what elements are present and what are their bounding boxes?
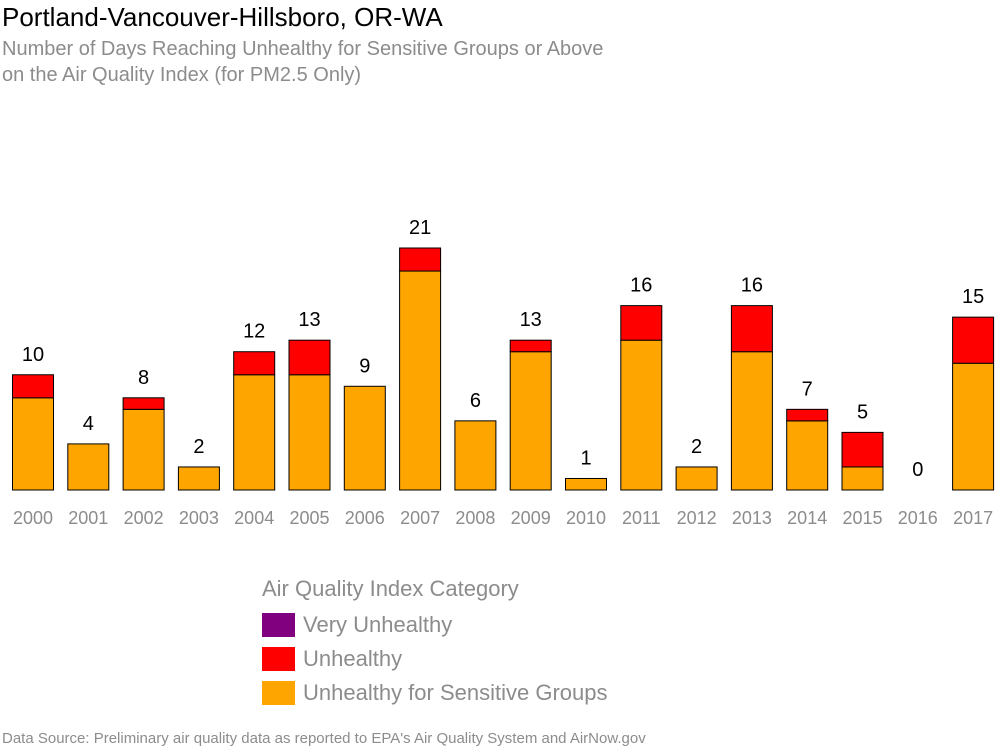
x-tick-label-2003: 2003: [179, 508, 219, 528]
bar-2005-series-0: [288, 374, 331, 491]
x-tick-label-2004: 2004: [234, 508, 274, 528]
bar-2017-series-0: [952, 362, 995, 491]
bar-2001-series-0: [67, 443, 110, 491]
source-note: Data Source: Preliminary air quality dat…: [2, 730, 646, 747]
bar-2013-series-0: [730, 351, 773, 491]
bar-2013-series-1: [730, 305, 773, 353]
bar-2007-series-0: [399, 270, 442, 491]
x-tick-label-2005: 2005: [289, 508, 329, 528]
bar-2011-series-0: [620, 339, 663, 491]
legend-label-usg: Unhealthy for Sensitive Groups: [303, 680, 608, 705]
total-label-2004: 12: [243, 321, 265, 343]
subtitle-line-2: on the Air Quality Index (for PM2.5 Only…: [2, 64, 362, 86]
legend-label-very-unhealthy: Very Unhealthy: [303, 612, 453, 637]
x-tick-label-2002: 2002: [124, 508, 164, 528]
total-label-2013: 16: [741, 275, 763, 297]
bar-2017-series-1: [952, 316, 995, 364]
chart-title: Portland-Vancouver-Hillsboro, OR-WA: [2, 2, 443, 32]
bar-2004-series-1: [233, 351, 276, 376]
x-tick-label-2015: 2015: [842, 508, 882, 528]
total-label-2010: 1: [580, 447, 591, 469]
bar-2015-series-1: [841, 431, 884, 468]
legend-item-very-unhealthy: Very Unhealthy: [262, 608, 608, 642]
bar-2007-series-1: [399, 247, 442, 272]
legend-label-unhealthy: Unhealthy: [303, 646, 403, 671]
legend-swatch-very-unhealthy: [262, 613, 295, 637]
bar-2011-series-1: [620, 305, 663, 341]
x-tick-label-2012: 2012: [677, 508, 717, 528]
x-tick-label-2016: 2016: [898, 508, 938, 528]
total-label-2009: 13: [520, 309, 542, 331]
total-label-2001: 4: [83, 413, 94, 435]
bar-2015-series-0: [841, 466, 884, 491]
legend: Air Quality Index Category Very Unhealth…: [262, 576, 608, 710]
bar-2000-series-1: [12, 374, 54, 399]
x-tick-label-2014: 2014: [787, 508, 827, 528]
bar-2002-series-1: [122, 397, 165, 410]
bar-2014-series-0: [786, 420, 829, 491]
total-label-2014: 7: [802, 378, 813, 400]
x-tick-label-2017: 2017: [953, 508, 993, 528]
total-label-2008: 6: [470, 390, 481, 412]
legend-swatch-unhealthy: [262, 647, 295, 671]
bar-2004-series-0: [233, 374, 276, 491]
x-tick-label-2006: 2006: [345, 508, 385, 528]
bar-chart: 1020004200182002220031220041320059200621…: [12, 217, 995, 528]
bar-2000-series-0: [12, 397, 54, 491]
x-tick-label-2007: 2007: [400, 508, 440, 528]
x-tick-label-2011: 2011: [622, 508, 661, 528]
x-tick-label-2008: 2008: [455, 508, 495, 528]
bar-2008-series-0: [454, 420, 497, 491]
x-tick-label-2013: 2013: [732, 508, 772, 528]
bar-2002-series-0: [122, 408, 165, 491]
bar-2006-series-0: [343, 385, 386, 491]
total-label-2005: 13: [298, 309, 320, 331]
legend-title: Air Quality Index Category: [262, 576, 519, 601]
x-tick-label-2000: 2000: [13, 508, 53, 528]
bar-2009-series-1: [509, 339, 552, 353]
legend-swatch-usg: [262, 681, 295, 705]
bar-2009-series-0: [509, 351, 552, 491]
x-tick-label-2010: 2010: [566, 508, 606, 528]
bar-2012-series-0: [675, 466, 718, 491]
chart-subtitle: Number of Days Reaching Unhealthy for Se…: [2, 36, 603, 88]
bar-2003-series-0: [177, 466, 220, 491]
total-label-2015: 5: [857, 401, 868, 423]
legend-item-usg: Unhealthy for Sensitive Groups: [262, 676, 608, 710]
total-label-2002: 8: [138, 367, 149, 389]
legend-item-unhealthy: Unhealthy: [262, 642, 608, 676]
total-label-2007: 21: [409, 217, 431, 239]
total-label-2003: 2: [193, 436, 204, 458]
total-label-2006: 9: [359, 355, 370, 377]
bar-2014-series-1: [786, 408, 829, 422]
total-label-2017: 15: [962, 286, 984, 308]
total-label-2012: 2: [691, 436, 702, 458]
x-tick-label-2009: 2009: [511, 508, 551, 528]
total-label-2016: 0: [912, 459, 923, 481]
bar-2005-series-1: [288, 339, 331, 376]
total-label-2011: 16: [630, 275, 652, 297]
total-label-2000: 10: [22, 344, 44, 366]
bar-2010-series-0: [565, 477, 607, 491]
subtitle-line-1: Number of Days Reaching Unhealthy for Se…: [2, 38, 604, 60]
x-tick-label-2001: 2001: [68, 508, 108, 528]
